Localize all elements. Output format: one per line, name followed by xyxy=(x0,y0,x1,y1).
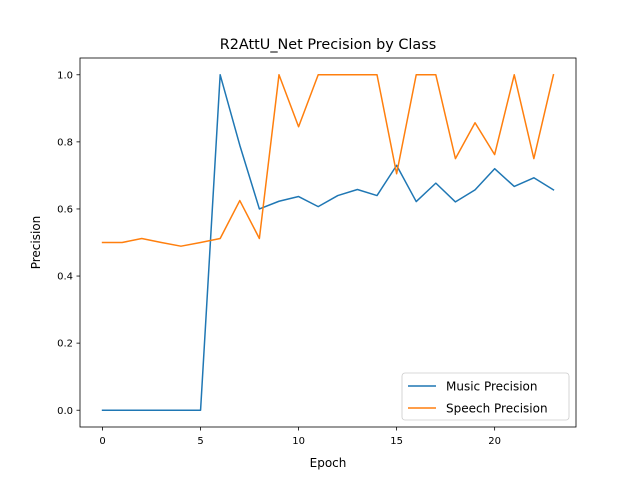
y-tick-label: 0.4 xyxy=(57,272,73,283)
y-axis-ticks: 0.0 0.2 0.4 0.6 0.8 1.0 xyxy=(57,70,80,417)
series-line-music xyxy=(101,74,555,411)
x-axis-ticks: 0 5 10 15 20 xyxy=(99,427,501,447)
y-axis-label: Precision xyxy=(29,216,43,270)
series-layer xyxy=(101,73,555,411)
x-tick-label: 15 xyxy=(390,436,403,447)
x-tick-label: 0 xyxy=(99,436,105,447)
legend: Music Precision Speech Precision xyxy=(401,372,570,421)
y-tick-label: 0.6 xyxy=(57,205,73,216)
legend-label-speech: Speech Precision xyxy=(446,402,548,416)
y-tick-label: 0.8 xyxy=(57,137,73,148)
series-line-speech xyxy=(101,73,555,247)
legend-box xyxy=(401,372,570,421)
x-axis-label: Epoch xyxy=(310,456,347,470)
y-tick-label: 0.0 xyxy=(57,406,73,417)
chart-title: R2AttU_Net Precision by Class xyxy=(220,37,436,53)
y-tick-label: 0.2 xyxy=(57,339,73,350)
legend-label-music: Music Precision xyxy=(446,380,538,394)
x-tick-label: 5 xyxy=(197,436,203,447)
plot-area-frame xyxy=(79,57,577,428)
y-tick-label: 1.0 xyxy=(57,70,73,81)
x-tick-label: 10 xyxy=(292,436,305,447)
x-tick-label: 20 xyxy=(488,436,501,447)
